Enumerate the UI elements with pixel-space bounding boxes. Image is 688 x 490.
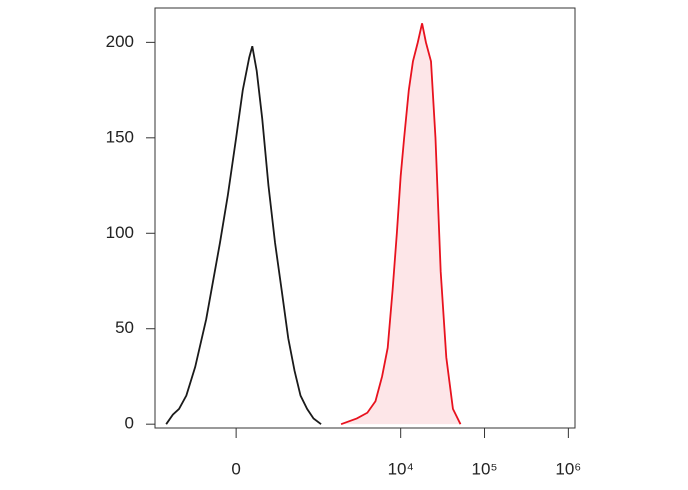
x-tick-label: 10⁴ xyxy=(388,459,414,478)
y-tick-label: 0 xyxy=(125,414,134,433)
histogram-line xyxy=(165,45,322,425)
y-tick-label: 100 xyxy=(106,223,134,242)
x-tick-label: 10⁵ xyxy=(472,459,498,478)
y-tick-label: 200 xyxy=(106,32,134,51)
y-tick-label: 150 xyxy=(106,127,134,146)
plot-frame xyxy=(154,7,576,429)
y-tick-label: 50 xyxy=(115,318,134,337)
histogram-area xyxy=(341,23,461,425)
x-tick-label: 0 xyxy=(231,459,240,478)
x-tick-label: 10⁶ xyxy=(555,459,581,478)
histogram-line xyxy=(340,23,462,426)
